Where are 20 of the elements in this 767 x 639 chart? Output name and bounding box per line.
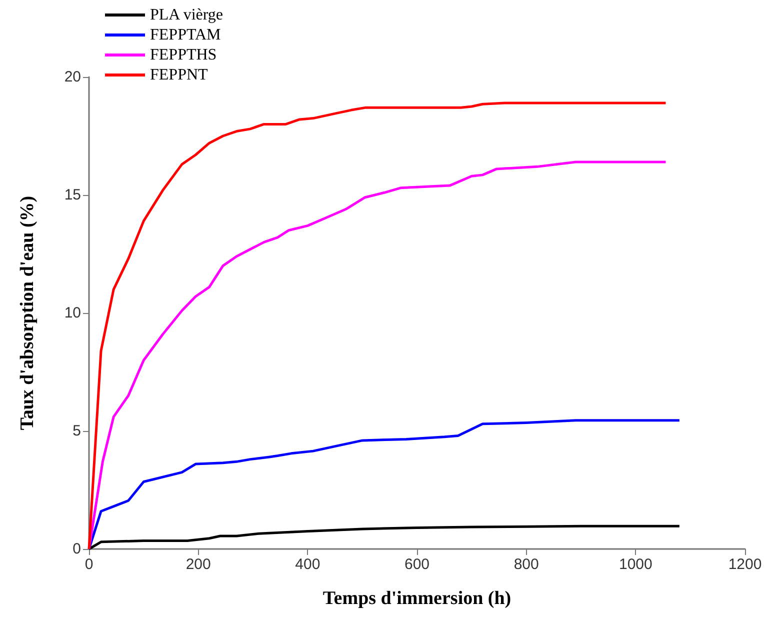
x-tick-label: 1200 (728, 556, 762, 573)
y-axis-title: Taux d'absorption d'eau (%) (17, 196, 38, 430)
y-tick-label: 0 (72, 540, 81, 558)
x-tick-label: 0 (84, 556, 94, 573)
x-tick-label: 600 (404, 556, 430, 573)
y-tick-label: 10 (64, 304, 81, 322)
y-tick-label: 15 (64, 186, 81, 204)
x-tick-label: 1000 (618, 556, 652, 573)
legend-label: FEPPTAM (150, 26, 221, 44)
legend-label: FEPPNT (150, 66, 208, 84)
x-tick-label: 400 (295, 556, 320, 573)
x-tick-label: 800 (514, 556, 539, 573)
y-tick-label: 5 (72, 422, 81, 440)
legend-label: PLA vièrge (150, 6, 224, 24)
line-series (88, 419, 681, 550)
legend-label: FEPPTHS (150, 46, 217, 64)
x-tick-label: 200 (186, 556, 211, 573)
y-tick-label: 20 (64, 68, 81, 86)
x-axis-title: Temps d'immersion (h) (322, 588, 512, 609)
line-series (88, 524, 681, 550)
